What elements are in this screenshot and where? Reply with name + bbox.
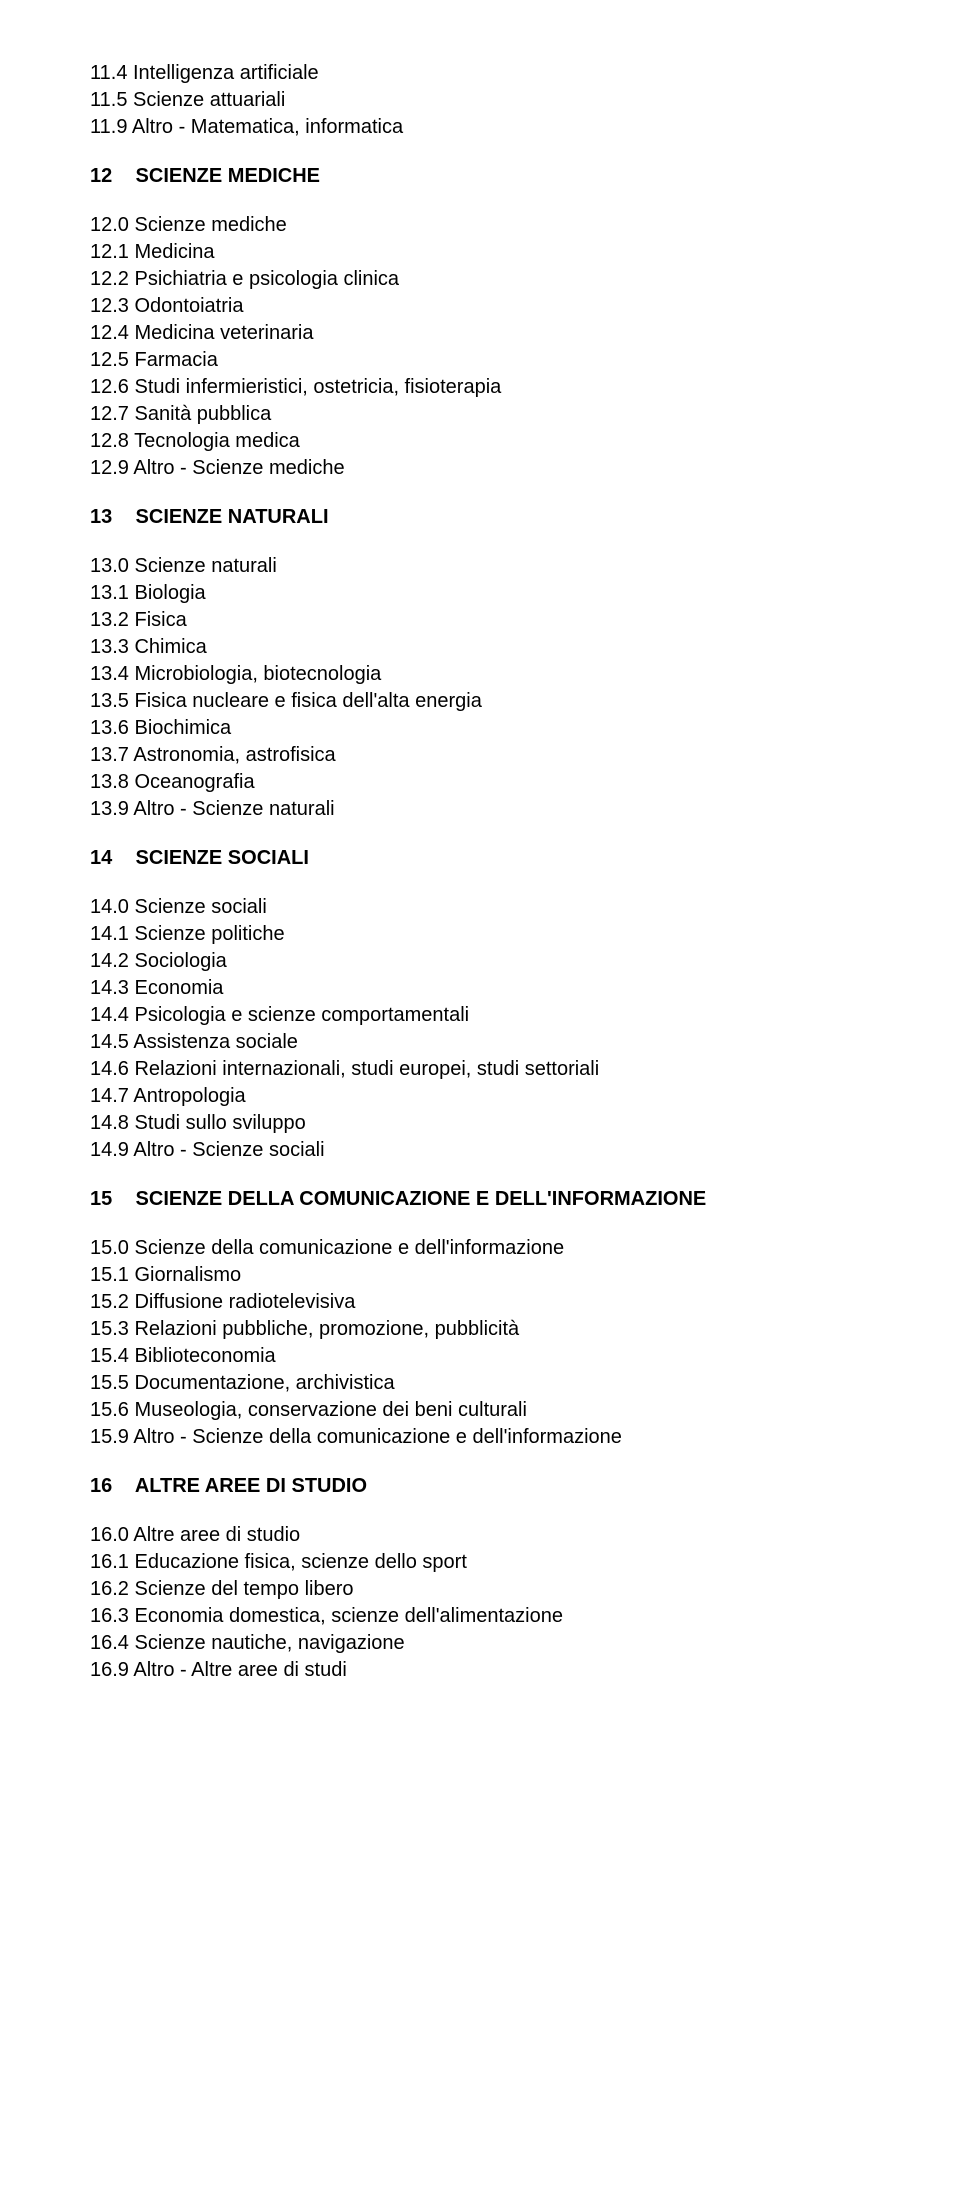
section-heading-label: SCIENZE DELLA COMUNICAZIONE E DELL'INFOR… [130, 1188, 706, 1210]
document-body: 11.4 Intelligenza artificiale11.5 Scienz… [90, 60, 870, 1684]
list-item: 12.0 Scienze mediche [90, 212, 870, 239]
list-item: 14.4 Psicologia e scienze comportamental… [90, 1002, 870, 1029]
section-heading-number: 13 [90, 504, 130, 531]
list-item: 14.8 Studi sullo sviluppo [90, 1110, 870, 1137]
section-heading: 12 SCIENZE MEDICHE [90, 163, 870, 190]
section-heading-number: 15 [90, 1186, 130, 1213]
section-heading-label: SCIENZE SOCIALI [130, 847, 309, 869]
section-heading-label: ALTRE AREE DI STUDIO [130, 1475, 367, 1497]
list-item: 12.7 Sanità pubblica [90, 401, 870, 428]
list-item: 12.4 Medicina veterinaria [90, 320, 870, 347]
list-item: 15.9 Altro - Scienze della comunicazione… [90, 1424, 870, 1451]
list-item: 16.9 Altro - Altre aree di studi [90, 1657, 870, 1684]
list-item: 14.7 Antropologia [90, 1083, 870, 1110]
list-item: 14.1 Scienze politiche [90, 921, 870, 948]
section-heading-number: 12 [90, 163, 130, 190]
list-item: 13.8 Oceanografia [90, 769, 870, 796]
list-item: 11.5 Scienze attuariali [90, 87, 870, 114]
section-heading-number: 16 [90, 1473, 130, 1500]
list-item: 15.3 Relazioni pubbliche, promozione, pu… [90, 1316, 870, 1343]
list-item: 14.6 Relazioni internazionali, studi eur… [90, 1056, 870, 1083]
list-item: 13.3 Chimica [90, 634, 870, 661]
section-heading: 16 ALTRE AREE DI STUDIO [90, 1473, 870, 1500]
pre-items-group: 11.4 Intelligenza artificiale11.5 Scienz… [90, 60, 870, 141]
list-item: 13.5 Fisica nucleare e fisica dell'alta … [90, 688, 870, 715]
list-item: 14.5 Assistenza sociale [90, 1029, 870, 1056]
items-group: 15.0 Scienze della comunicazione e dell'… [90, 1235, 870, 1451]
list-item: 16.4 Scienze nautiche, navigazione [90, 1630, 870, 1657]
items-group: 12.0 Scienze mediche12.1 Medicina12.2 Ps… [90, 212, 870, 482]
list-item: 12.2 Psichiatria e psicologia clinica [90, 266, 870, 293]
list-item: 12.1 Medicina [90, 239, 870, 266]
list-item: 13.9 Altro - Scienze naturali [90, 796, 870, 823]
list-item: 15.5 Documentazione, archivistica [90, 1370, 870, 1397]
list-item: 14.2 Sociologia [90, 948, 870, 975]
list-item: 15.2 Diffusione radiotelevisiva [90, 1289, 870, 1316]
list-item: 13.1 Biologia [90, 580, 870, 607]
section-heading: 15 SCIENZE DELLA COMUNICAZIONE E DELL'IN… [90, 1186, 870, 1213]
list-item: 12.3 Odontoiatria [90, 293, 870, 320]
list-item: 13.6 Biochimica [90, 715, 870, 742]
list-item: 14.3 Economia [90, 975, 870, 1002]
list-item: 15.0 Scienze della comunicazione e dell'… [90, 1235, 870, 1262]
list-item: 12.6 Studi infermieristici, ostetricia, … [90, 374, 870, 401]
list-item: 11.4 Intelligenza artificiale [90, 60, 870, 87]
list-item: 13.0 Scienze naturali [90, 553, 870, 580]
list-item: 16.1 Educazione fisica, scienze dello sp… [90, 1549, 870, 1576]
list-item: 12.8 Tecnologia medica [90, 428, 870, 455]
section-heading: 14 SCIENZE SOCIALI [90, 845, 870, 872]
items-group: 14.0 Scienze sociali14.1 Scienze politic… [90, 894, 870, 1164]
list-item: 15.6 Museologia, conservazione dei beni … [90, 1397, 870, 1424]
list-item: 14.0 Scienze sociali [90, 894, 870, 921]
list-item: 12.5 Farmacia [90, 347, 870, 374]
list-item: 13.4 Microbiologia, biotecnologia [90, 661, 870, 688]
list-item: 14.9 Altro - Scienze sociali [90, 1137, 870, 1164]
section-heading-number: 14 [90, 845, 130, 872]
list-item: 16.0 Altre aree di studio [90, 1522, 870, 1549]
list-item: 15.4 Biblioteconomia [90, 1343, 870, 1370]
list-item: 13.7 Astronomia, astrofisica [90, 742, 870, 769]
list-item: 11.9 Altro - Matematica, informatica [90, 114, 870, 141]
list-item: 13.2 Fisica [90, 607, 870, 634]
items-group: 13.0 Scienze naturali13.1 Biologia13.2 F… [90, 553, 870, 823]
list-item: 15.1 Giornalismo [90, 1262, 870, 1289]
section-heading-label: SCIENZE MEDICHE [130, 165, 320, 187]
list-item: 16.2 Scienze del tempo libero [90, 1576, 870, 1603]
items-group: 16.0 Altre aree di studio16.1 Educazione… [90, 1522, 870, 1684]
list-item: 12.9 Altro - Scienze mediche [90, 455, 870, 482]
section-heading: 13 SCIENZE NATURALI [90, 504, 870, 531]
section-heading-label: SCIENZE NATURALI [130, 506, 329, 528]
list-item: 16.3 Economia domestica, scienze dell'al… [90, 1603, 870, 1630]
